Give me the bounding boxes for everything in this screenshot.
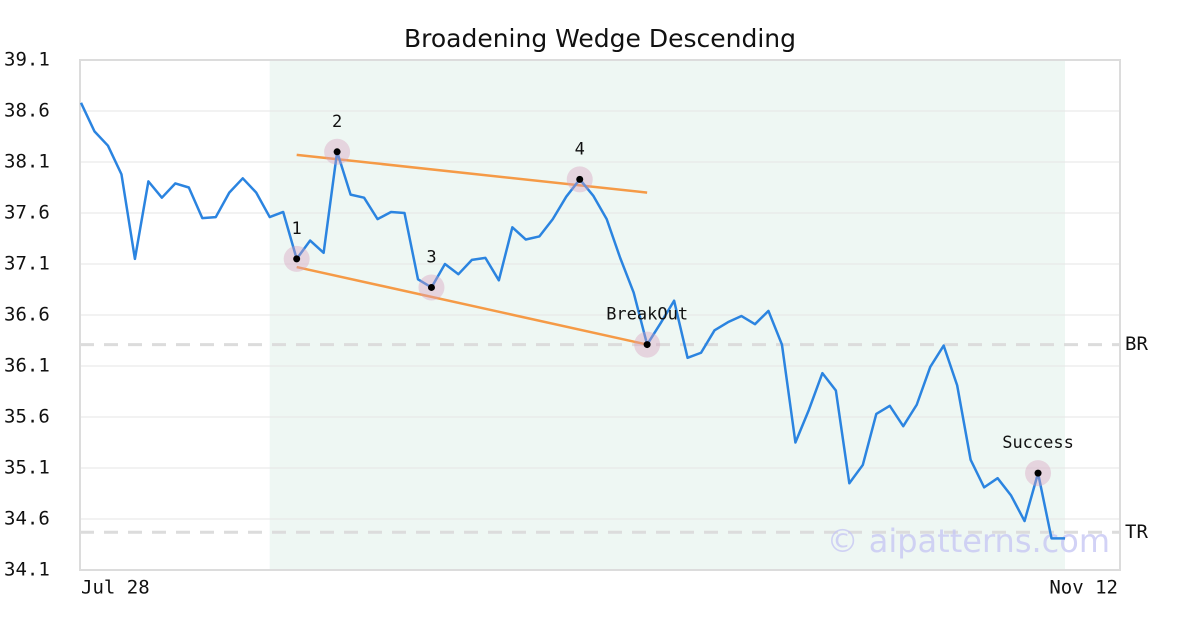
y-tick-label: 38.6 bbox=[4, 100, 50, 122]
y-tick-label: 34.1 bbox=[4, 559, 50, 581]
point-label: 4 bbox=[575, 139, 585, 159]
watermark: © aipatterns.com bbox=[827, 522, 1110, 560]
point-label: Success bbox=[1002, 433, 1074, 453]
y-tick-label: 38.1 bbox=[4, 151, 50, 173]
y-tick-label: 35.1 bbox=[4, 457, 50, 479]
point-label: 2 bbox=[332, 112, 342, 132]
point-label: 3 bbox=[426, 247, 436, 267]
level-label: BR bbox=[1125, 333, 1148, 355]
x-tick-label: Nov 12 bbox=[1049, 577, 1118, 599]
point-marker bbox=[1034, 469, 1042, 477]
point-marker bbox=[293, 255, 301, 263]
point-marker bbox=[643, 341, 651, 349]
price-line bbox=[79, 102, 1065, 540]
y-tick-label: 36.6 bbox=[4, 304, 50, 326]
y-tick-label: 34.6 bbox=[4, 508, 50, 530]
point-marker bbox=[427, 283, 435, 291]
point-label: BreakOut bbox=[606, 305, 688, 325]
level-label: TR bbox=[1125, 521, 1148, 543]
point-label: 1 bbox=[292, 219, 302, 239]
x-tick-label: Jul 28 bbox=[81, 577, 150, 599]
y-tick-label: 37.6 bbox=[4, 202, 50, 224]
y-tick-label: 35.6 bbox=[4, 406, 50, 428]
y-tick-label: 36.1 bbox=[4, 355, 50, 377]
trend-line bbox=[296, 265, 648, 346]
y-tick-label: 39.1 bbox=[4, 49, 50, 71]
trend-line bbox=[296, 153, 648, 194]
plot-frame bbox=[79, 59, 1121, 571]
point-marker bbox=[333, 148, 341, 156]
y-tick-label: 37.1 bbox=[4, 253, 50, 275]
point-marker bbox=[576, 175, 584, 183]
chart-title: Broadening Wedge Descending bbox=[404, 24, 796, 53]
